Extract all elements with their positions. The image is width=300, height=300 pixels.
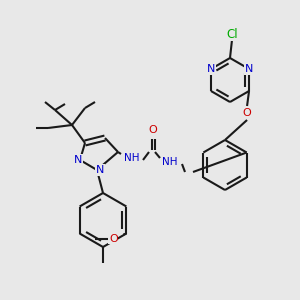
Text: O: O: [243, 108, 251, 118]
Text: Cl: Cl: [226, 28, 238, 40]
Text: N: N: [207, 64, 215, 74]
Text: O: O: [109, 233, 118, 244]
Text: N: N: [96, 165, 104, 175]
Text: O: O: [148, 125, 158, 135]
Text: N: N: [245, 64, 253, 74]
Text: NH: NH: [124, 153, 140, 163]
Text: N: N: [74, 155, 82, 165]
Text: NH: NH: [162, 157, 178, 167]
